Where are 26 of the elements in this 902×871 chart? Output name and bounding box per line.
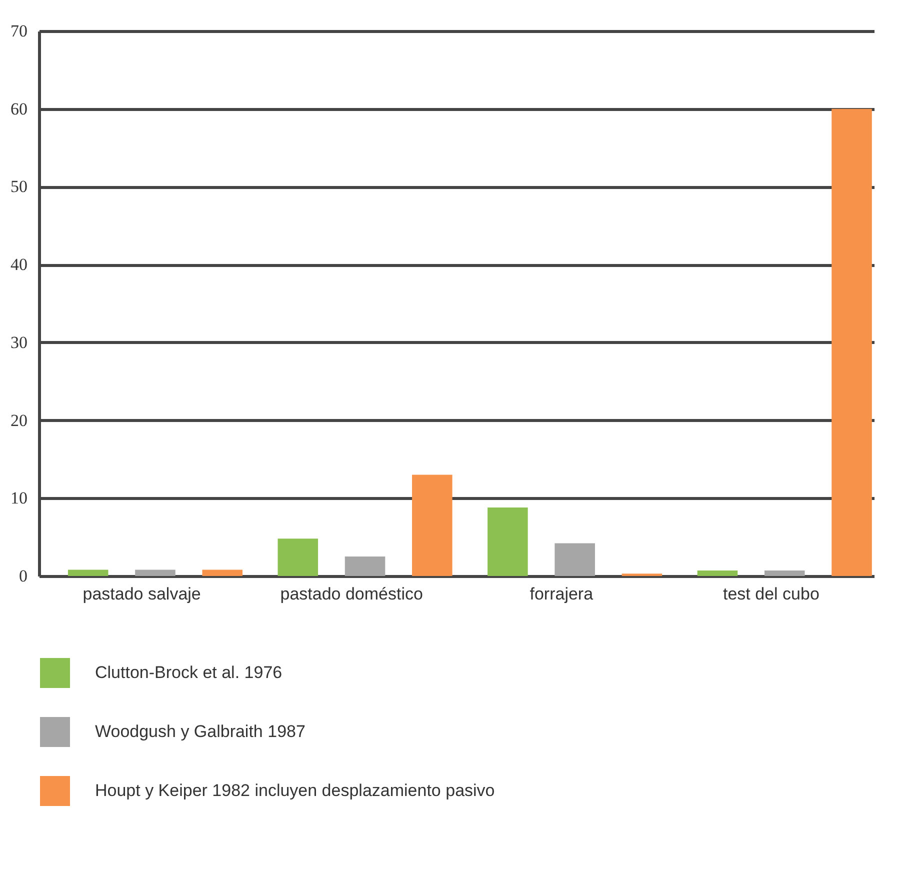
bar: [68, 570, 108, 576]
legend-label: Houpt y Keiper 1982 incluyen desplazamiento pasivo: [95, 781, 495, 800]
bar: [135, 570, 176, 576]
y-tick-label: 10: [10, 488, 28, 508]
x-tick-label: pastado doméstico: [280, 584, 423, 604]
bar: [554, 543, 595, 576]
bar: [488, 507, 528, 576]
bar: [412, 474, 452, 576]
bar: [764, 570, 805, 576]
bar: [697, 570, 738, 576]
y-tick-label: 30: [10, 332, 28, 352]
legend-label: Clutton-Brock et al. 1976: [95, 663, 282, 682]
y-tick-label: 60: [10, 99, 28, 118]
y-tick-label: 40: [10, 255, 28, 274]
y-tick-label: 0: [19, 566, 28, 586]
bar: [278, 538, 318, 576]
legend-label: Woodgush y Galbraith 1987: [95, 722, 306, 741]
bar: [202, 570, 243, 576]
x-tick-label: test del cubo: [722, 584, 820, 604]
x-tick-label: forrajera: [530, 584, 594, 604]
bar: [832, 108, 872, 576]
bar: [344, 556, 386, 576]
y-tick-label: 50: [10, 177, 28, 196]
y-tick-label: 20: [10, 410, 28, 430]
y-tick-label: 70: [10, 22, 28, 40]
x-tick-label: pastado salvaje: [82, 584, 201, 604]
